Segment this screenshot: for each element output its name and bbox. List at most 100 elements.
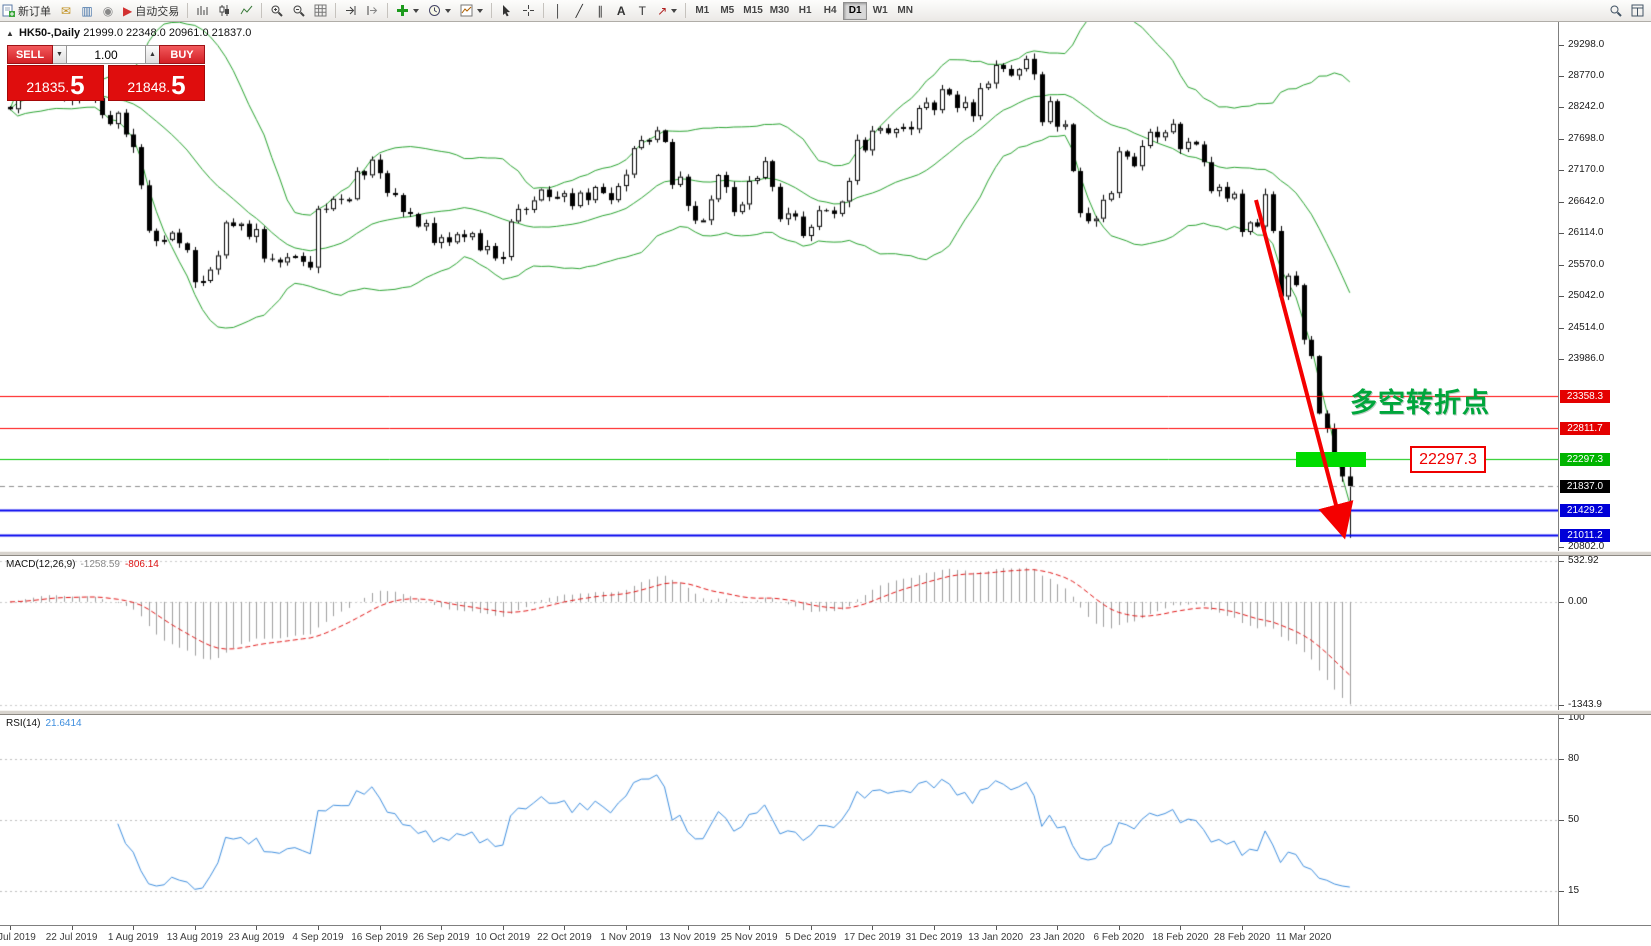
timeframe-h1-button[interactable]: H1 <box>798 5 812 16</box>
autotrading-label: 自动交易 <box>135 5 180 18</box>
date-tick <box>872 926 874 930</box>
line-chart-icon <box>240 5 253 15</box>
zoom-out-button[interactable] <box>288 1 309 21</box>
date-tick <box>1303 926 1305 930</box>
cursor-button[interactable] <box>496 1 517 21</box>
periods-button[interactable] <box>424 1 455 21</box>
autotrading-icon: ▶ <box>123 3 133 18</box>
toolbar-separator <box>543 3 545 18</box>
price-scale[interactable]: 29298.0 28770.0 28242.0 27698.0 27170.0 26642… <box>1558 22 1651 925</box>
timeframe-bar: M1 M5 M15 M30 H1 H4 D1 W1 MN <box>690 1 917 20</box>
volume-increase-button[interactable]: ▲ <box>146 45 159 64</box>
channel-button[interactable]: ∥ <box>590 1 610 21</box>
spinner-down-icon: ▼ <box>56 51 63 58</box>
community-button[interactable]: ◉ <box>98 1 118 21</box>
date-tick <box>810 926 812 930</box>
dropdown-caret <box>445 8 452 13</box>
macd-main-value: -1258.59 <box>80 559 120 570</box>
panel-divider[interactable] <box>0 551 1651 556</box>
toolbar-separator <box>335 3 337 18</box>
volume-input[interactable] <box>66 45 146 64</box>
rsi-name: RSI(14) <box>6 718 41 729</box>
sell-button[interactable]: SELL <box>7 45 53 64</box>
scale-tick: 26642.0 <box>1559 196 1604 208</box>
scale-tick: 29298.0 <box>1559 39 1604 51</box>
indicators-button[interactable] <box>392 1 423 21</box>
volume-decrease-button[interactable]: ▼ <box>53 45 66 64</box>
autotrading-button[interactable]: ▶ 自动交易 <box>119 1 183 21</box>
date-label: 13 Jan 2020 <box>968 932 1024 943</box>
arrow-objects-button[interactable]: ↗ <box>653 1 681 21</box>
timeframe-mn-button[interactable]: MN <box>897 5 913 16</box>
timeframe-w1-button[interactable]: W1 <box>872 5 888 16</box>
rsi-panel-canvas[interactable] <box>0 715 1558 925</box>
scale-tick: 25042.0 <box>1559 290 1604 302</box>
price-level-label: 22811.7 <box>1560 422 1610 436</box>
price-callout-box[interactable]: 22297.3 <box>1410 446 1486 473</box>
new-order-button[interactable]: 新订单 <box>0 1 55 21</box>
buy-button[interactable]: BUY <box>159 45 205 64</box>
scale-tick: 0.00 <box>1559 596 1587 608</box>
macd-panel-canvas[interactable] <box>0 556 1558 710</box>
trendline-button[interactable]: ╱ <box>569 1 589 21</box>
buy-price-value: 21848. <box>127 79 171 95</box>
new-order-label: 新订单 <box>18 5 51 18</box>
scale-tick: 28242.0 <box>1559 101 1604 113</box>
candlestick-chart-button[interactable] <box>214 1 235 21</box>
template-icon <box>460 4 473 17</box>
date-tick <box>995 926 997 930</box>
timeframe-m30-button[interactable]: M30 <box>769 5 790 16</box>
navigator-button[interactable]: ▥ <box>77 1 97 21</box>
text-icon: A <box>616 3 626 18</box>
sell-price[interactable]: 21835. 5 <box>7 65 104 101</box>
scale-tick: 26114.0 <box>1559 227 1603 239</box>
market-watch-button[interactable]: ✉ <box>56 1 76 21</box>
dropdown-caret <box>671 8 678 13</box>
date-axis[interactable]: 10 Jul 2019 22 Jul 2019 1 Aug 2019 13 Aug 2… <box>0 925 1651 946</box>
buy-price[interactable]: 21848. 5 <box>108 65 205 101</box>
timeframe-m1-button[interactable]: M1 <box>695 5 710 16</box>
timeframe-m5-button[interactable]: M5 <box>720 5 735 16</box>
macd-label: MACD(12,26,9) -1258.59 -806.14 <box>6 559 159 570</box>
date-label: 18 Feb 2020 <box>1152 932 1209 943</box>
date-label: 1 Aug 2019 <box>107 932 159 943</box>
date-tick <box>1180 926 1182 930</box>
date-label: 13 Nov 2019 <box>659 932 716 943</box>
price-level-label: 22297.3 <box>1560 452 1610 466</box>
main-chart-canvas[interactable] <box>0 22 1558 551</box>
spinner-up-icon: ▲ <box>149 51 156 58</box>
new-order-icon <box>2 4 15 17</box>
bar-chart-icon <box>197 6 208 15</box>
text-label-button[interactable]: T <box>632 1 652 21</box>
panel-divider[interactable] <box>0 710 1651 715</box>
window-layout-button[interactable] <box>1627 1 1648 21</box>
date-label: 25 Nov 2019 <box>720 932 778 943</box>
scale-tick: 20802.0 <box>1559 541 1604 553</box>
bar-chart-button[interactable] <box>192 1 213 21</box>
chart-shift-button[interactable] <box>362 1 383 21</box>
rsi-value: 21.6414 <box>45 718 82 729</box>
crosshair-button[interactable] <box>518 1 539 21</box>
zoom-in-button[interactable] <box>266 1 287 21</box>
date-tick <box>318 926 319 930</box>
date-label: 22 Oct 2019 <box>537 932 592 943</box>
search-button[interactable] <box>1605 1 1626 21</box>
templates-button[interactable] <box>456 1 487 21</box>
timeframe-m15-button[interactable]: M15 <box>743 5 763 16</box>
timeframe-h4-button[interactable]: H4 <box>823 5 837 16</box>
timeframe-d1-button[interactable]: D1 <box>843 1 868 20</box>
price-level-label: 21011.2 <box>1560 528 1610 542</box>
line-chart-button[interactable] <box>236 1 257 21</box>
vertical-line-button[interactable]: │ <box>548 1 568 21</box>
window-layout-icon <box>1631 4 1644 17</box>
text-button[interactable]: A <box>611 1 631 21</box>
scale-tick: 100 <box>1559 712 1585 724</box>
auto-scroll-button[interactable] <box>340 1 361 21</box>
toolbar-separator <box>261 3 263 18</box>
date-label: 31 Dec 2019 <box>905 932 963 943</box>
ohlc-values: 21999.0 22348.0 20961.0 21837.0 <box>83 27 252 39</box>
support-zone-rectangle[interactable] <box>1296 452 1366 467</box>
grid-button[interactable] <box>310 1 331 21</box>
sell-price-value: 21835. <box>26 79 70 95</box>
